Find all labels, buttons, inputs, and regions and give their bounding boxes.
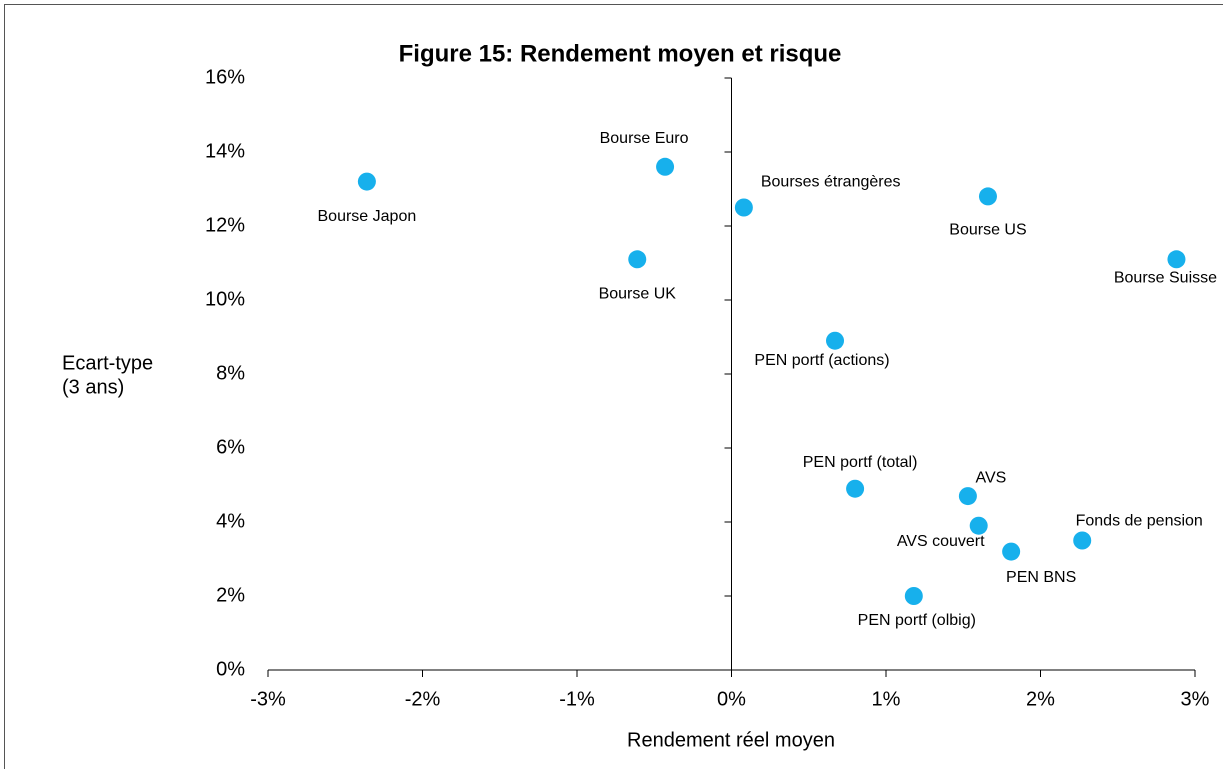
point-label: Bourse UK xyxy=(599,286,677,303)
point xyxy=(978,187,997,206)
point-label: PEN portf (olbig) xyxy=(858,612,976,629)
y-tick-label: 8% xyxy=(216,362,245,384)
point xyxy=(357,172,376,191)
point xyxy=(826,331,845,350)
point-label: Fonds de pension xyxy=(1076,513,1203,530)
y-tick-label: 12% xyxy=(205,214,245,236)
point-label: PEN portf (total) xyxy=(803,454,918,471)
x-tick-label: 0% xyxy=(717,688,746,710)
y-tick-label: 0% xyxy=(216,658,245,680)
y-axis-title: Ecart-type xyxy=(62,352,153,374)
x-tick-label: -3% xyxy=(250,688,286,710)
point-label: Bourse Euro xyxy=(600,130,689,147)
point xyxy=(969,516,988,535)
point-label: Bourse Japon xyxy=(318,208,417,225)
point-label: PEN BNS xyxy=(1006,569,1076,586)
y-tick-label: 2% xyxy=(216,584,245,606)
x-tick-label: 2% xyxy=(1026,688,1055,710)
frame xyxy=(4,4,1223,769)
point xyxy=(1073,531,1092,550)
y-tick-label: 4% xyxy=(216,510,245,532)
y-tick-label: 10% xyxy=(205,288,245,310)
point xyxy=(846,479,865,498)
chart-title: Figure 15: Rendement moyen et risque xyxy=(399,40,842,67)
point-label: AVS xyxy=(975,469,1006,486)
point xyxy=(656,157,675,176)
point xyxy=(628,250,647,269)
point xyxy=(1002,542,1021,561)
point xyxy=(1167,250,1186,269)
point-label: Bourse Suisse xyxy=(1114,270,1217,287)
y-tick-label: 14% xyxy=(205,140,245,162)
point xyxy=(904,587,923,605)
point-label: PEN portf (actions) xyxy=(754,352,889,369)
y-axis-title: (3 ans) xyxy=(62,376,124,398)
y-tick-label: 6% xyxy=(216,436,245,458)
point-label: Bourses étrangères xyxy=(761,174,901,191)
x-tick-label: 1% xyxy=(872,688,901,710)
x-tick-label: -2% xyxy=(405,688,441,710)
point-label: AVS couvert xyxy=(897,533,985,550)
point xyxy=(734,198,753,217)
point-label: Bourse US xyxy=(949,222,1026,239)
x-axis-title: Rendement réel moyen xyxy=(627,729,835,751)
x-tick-label: -1% xyxy=(559,688,595,710)
y-tick-label: 16% xyxy=(205,66,245,88)
point xyxy=(958,487,977,506)
x-tick-label: 3% xyxy=(1181,688,1210,710)
